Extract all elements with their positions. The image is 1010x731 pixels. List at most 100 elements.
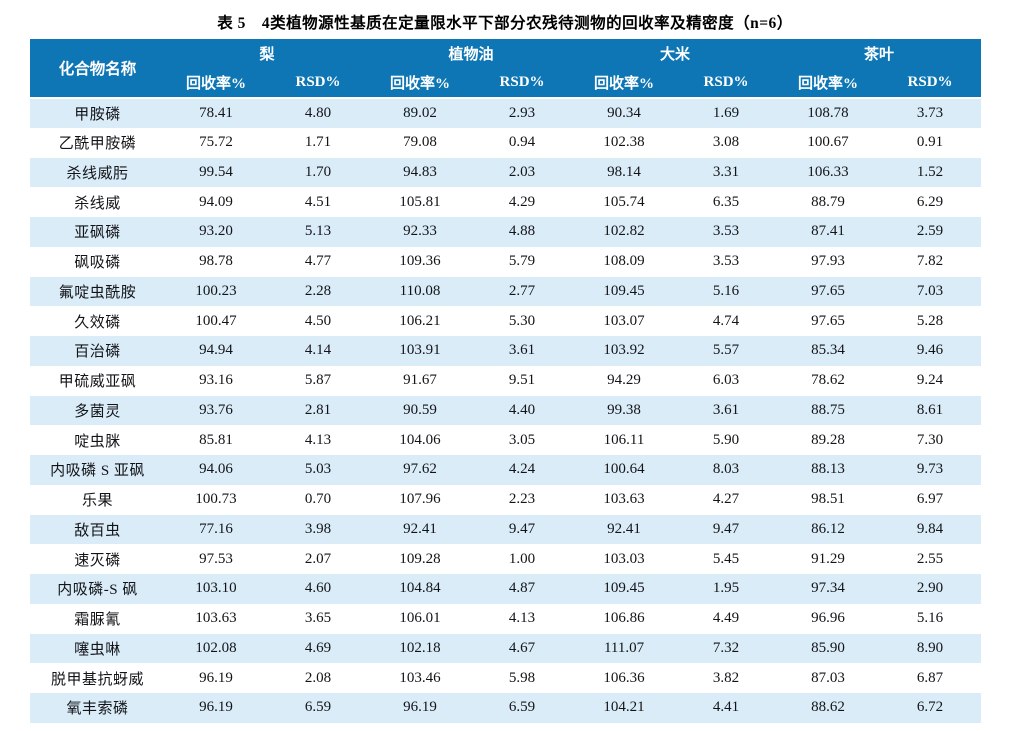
value-cell: 103.63 [195, 610, 237, 627]
value-cell: 5.30 [508, 312, 536, 329]
value-cell: 9.46 [916, 342, 944, 359]
value-cell: 94.94 [199, 342, 233, 359]
table-caption: 表 5 4类植物源性基质在定量限水平下部分农残待测物的回收率及精密度（n=6） [217, 15, 793, 32]
value-cell: 79.08 [403, 134, 437, 151]
compound-name-cell: 脱甲基抗蚜威 [50, 671, 144, 688]
value-cell: 100.67 [807, 134, 849, 151]
value-cell: 99.54 [199, 163, 233, 180]
value-cell: 88.75 [811, 401, 845, 418]
value-cell: 4.49 [712, 610, 740, 627]
value-cell: 88.79 [811, 193, 845, 210]
value-cell: 4.40 [508, 401, 536, 418]
compound-name-cell: 乙酰甲胺磷 [58, 136, 137, 153]
table-row: 内吸磷 S 亚砜 94.06 5.03 97.62 4.24 100.64 8.03 88.1… [30, 455, 982, 485]
compound-name-cell: 百治磷 [74, 344, 121, 361]
value-cell: 5.98 [508, 669, 536, 686]
value-cell: 2.81 [304, 401, 332, 418]
value-cell: 105.74 [603, 193, 645, 210]
value-cell: 4.69 [304, 639, 332, 656]
value-cell: 4.74 [712, 312, 740, 329]
value-cell: 6.59 [508, 699, 536, 716]
table-row: 杀线威 94.09 4.51 105.81 4.29 105.74 6.35 88.79 6.2… [30, 187, 982, 217]
subheader-rsd-rice: RSD% [675, 68, 778, 98]
group-header-rice: 大米 [573, 39, 778, 68]
value-cell: 78.62 [811, 372, 845, 389]
value-cell: 3.53 [712, 253, 740, 270]
value-cell: 78.41 [199, 104, 233, 121]
value-cell: 9.84 [916, 520, 944, 537]
value-cell: 98.51 [811, 491, 845, 508]
value-cell: 104.21 [603, 699, 645, 716]
value-cell: 91.29 [811, 550, 845, 567]
group-header-vegetable-oil: 植物油 [369, 39, 574, 68]
table-row: 速灭磷 97.53 2.07 109.28 1.00 103.03 5.45 91.29 2.5… [30, 544, 982, 574]
value-cell: 86.12 [811, 520, 845, 537]
value-cell: 106.33 [807, 163, 849, 180]
compound-name-cell: 砜吸磷 [74, 255, 121, 272]
value-cell: 103.92 [603, 342, 645, 359]
value-cell: 94.09 [199, 193, 233, 210]
value-cell: 85.34 [811, 342, 845, 359]
value-cell: 5.57 [712, 342, 740, 359]
table-body: 甲胺磷 78.41 4.80 89.02 2.93 90.34 1.69 108.78 3.73… [30, 98, 982, 723]
value-cell: 109.36 [399, 253, 441, 270]
value-cell: 100.73 [195, 491, 237, 508]
value-cell: 106.01 [399, 610, 441, 627]
value-cell: 8.03 [712, 461, 740, 478]
subheader-rsd-tea: RSD% [879, 68, 982, 98]
compound-name-cell: 啶虫脒 [74, 433, 121, 450]
compound-name-cell: 速灭磷 [74, 552, 121, 569]
value-cell: 85.81 [199, 431, 233, 448]
table-row: 久效磷 100.47 4.50 106.21 5.30 103.07 4.74 97.65 5.… [30, 306, 982, 336]
value-cell: 2.93 [508, 104, 536, 121]
value-cell: 7.03 [916, 282, 944, 299]
value-cell: 5.28 [916, 312, 944, 329]
table-row: 乙酰甲胺磷 75.72 1.71 79.08 0.94 102.38 3.08 100.67 0… [30, 127, 982, 158]
value-cell: 3.31 [712, 163, 740, 180]
value-cell: 4.60 [304, 580, 332, 597]
value-cell: 1.52 [916, 163, 944, 180]
value-cell: 5.16 [712, 282, 740, 299]
table-header: 化合物名称 梨 植物油 大米 茶叶 回收率% RSD% 回收率% RSD% 回收… [30, 39, 982, 98]
value-cell: 3.82 [712, 669, 740, 686]
compound-name-cell: 乐果 [81, 493, 113, 510]
value-cell: 108.78 [807, 104, 849, 121]
value-cell: 1.95 [712, 580, 740, 597]
value-cell: 96.19 [199, 699, 233, 716]
value-cell: 99.38 [607, 401, 641, 418]
value-cell: 88.62 [811, 699, 845, 716]
value-cell: 3.53 [712, 223, 740, 240]
table-row: 内吸磷-S 砜 103.10 4.60 104.84 4.87 109.45 1.95 97.… [30, 574, 982, 604]
value-cell: 85.90 [811, 639, 845, 656]
value-cell: 3.98 [304, 520, 332, 537]
value-cell: 1.70 [304, 163, 332, 180]
recovery-table: 化合物名称 梨 植物油 大米 茶叶 回收率% RSD% 回收率% RSD% 回收… [30, 39, 982, 723]
value-cell: 89.02 [403, 104, 437, 121]
value-cell: 92.33 [403, 223, 437, 240]
value-cell: 6.72 [916, 699, 944, 716]
table-row: 甲硫威亚砜 93.16 5.87 91.67 9.51 94.29 6.03 78.62 9.2… [30, 365, 982, 396]
value-cell: 6.35 [712, 193, 740, 210]
value-cell: 8.61 [916, 401, 944, 418]
value-cell: 102.38 [603, 134, 645, 151]
value-cell: 102.18 [399, 639, 441, 656]
value-cell: 9.24 [916, 372, 944, 389]
value-cell: 2.07 [304, 550, 332, 567]
value-cell: 5.13 [304, 223, 332, 240]
value-cell: 4.41 [712, 699, 740, 716]
value-cell: 98.14 [607, 163, 641, 180]
column-header-compound-name: 化合物名称 [30, 39, 165, 98]
value-cell: 4.13 [508, 610, 536, 627]
value-cell: 92.41 [607, 520, 641, 537]
value-cell: 77.16 [199, 520, 233, 537]
value-cell: 109.45 [603, 580, 645, 597]
value-cell: 90.59 [403, 401, 437, 418]
value-cell: 103.91 [399, 342, 441, 359]
value-cell: 103.07 [603, 312, 645, 329]
value-cell: 97.62 [403, 461, 437, 478]
value-cell: 2.08 [304, 669, 332, 686]
value-cell: 4.14 [304, 342, 332, 359]
value-cell: 8.90 [916, 639, 944, 656]
subheader-recovery-oil: 回收率% [369, 68, 472, 98]
